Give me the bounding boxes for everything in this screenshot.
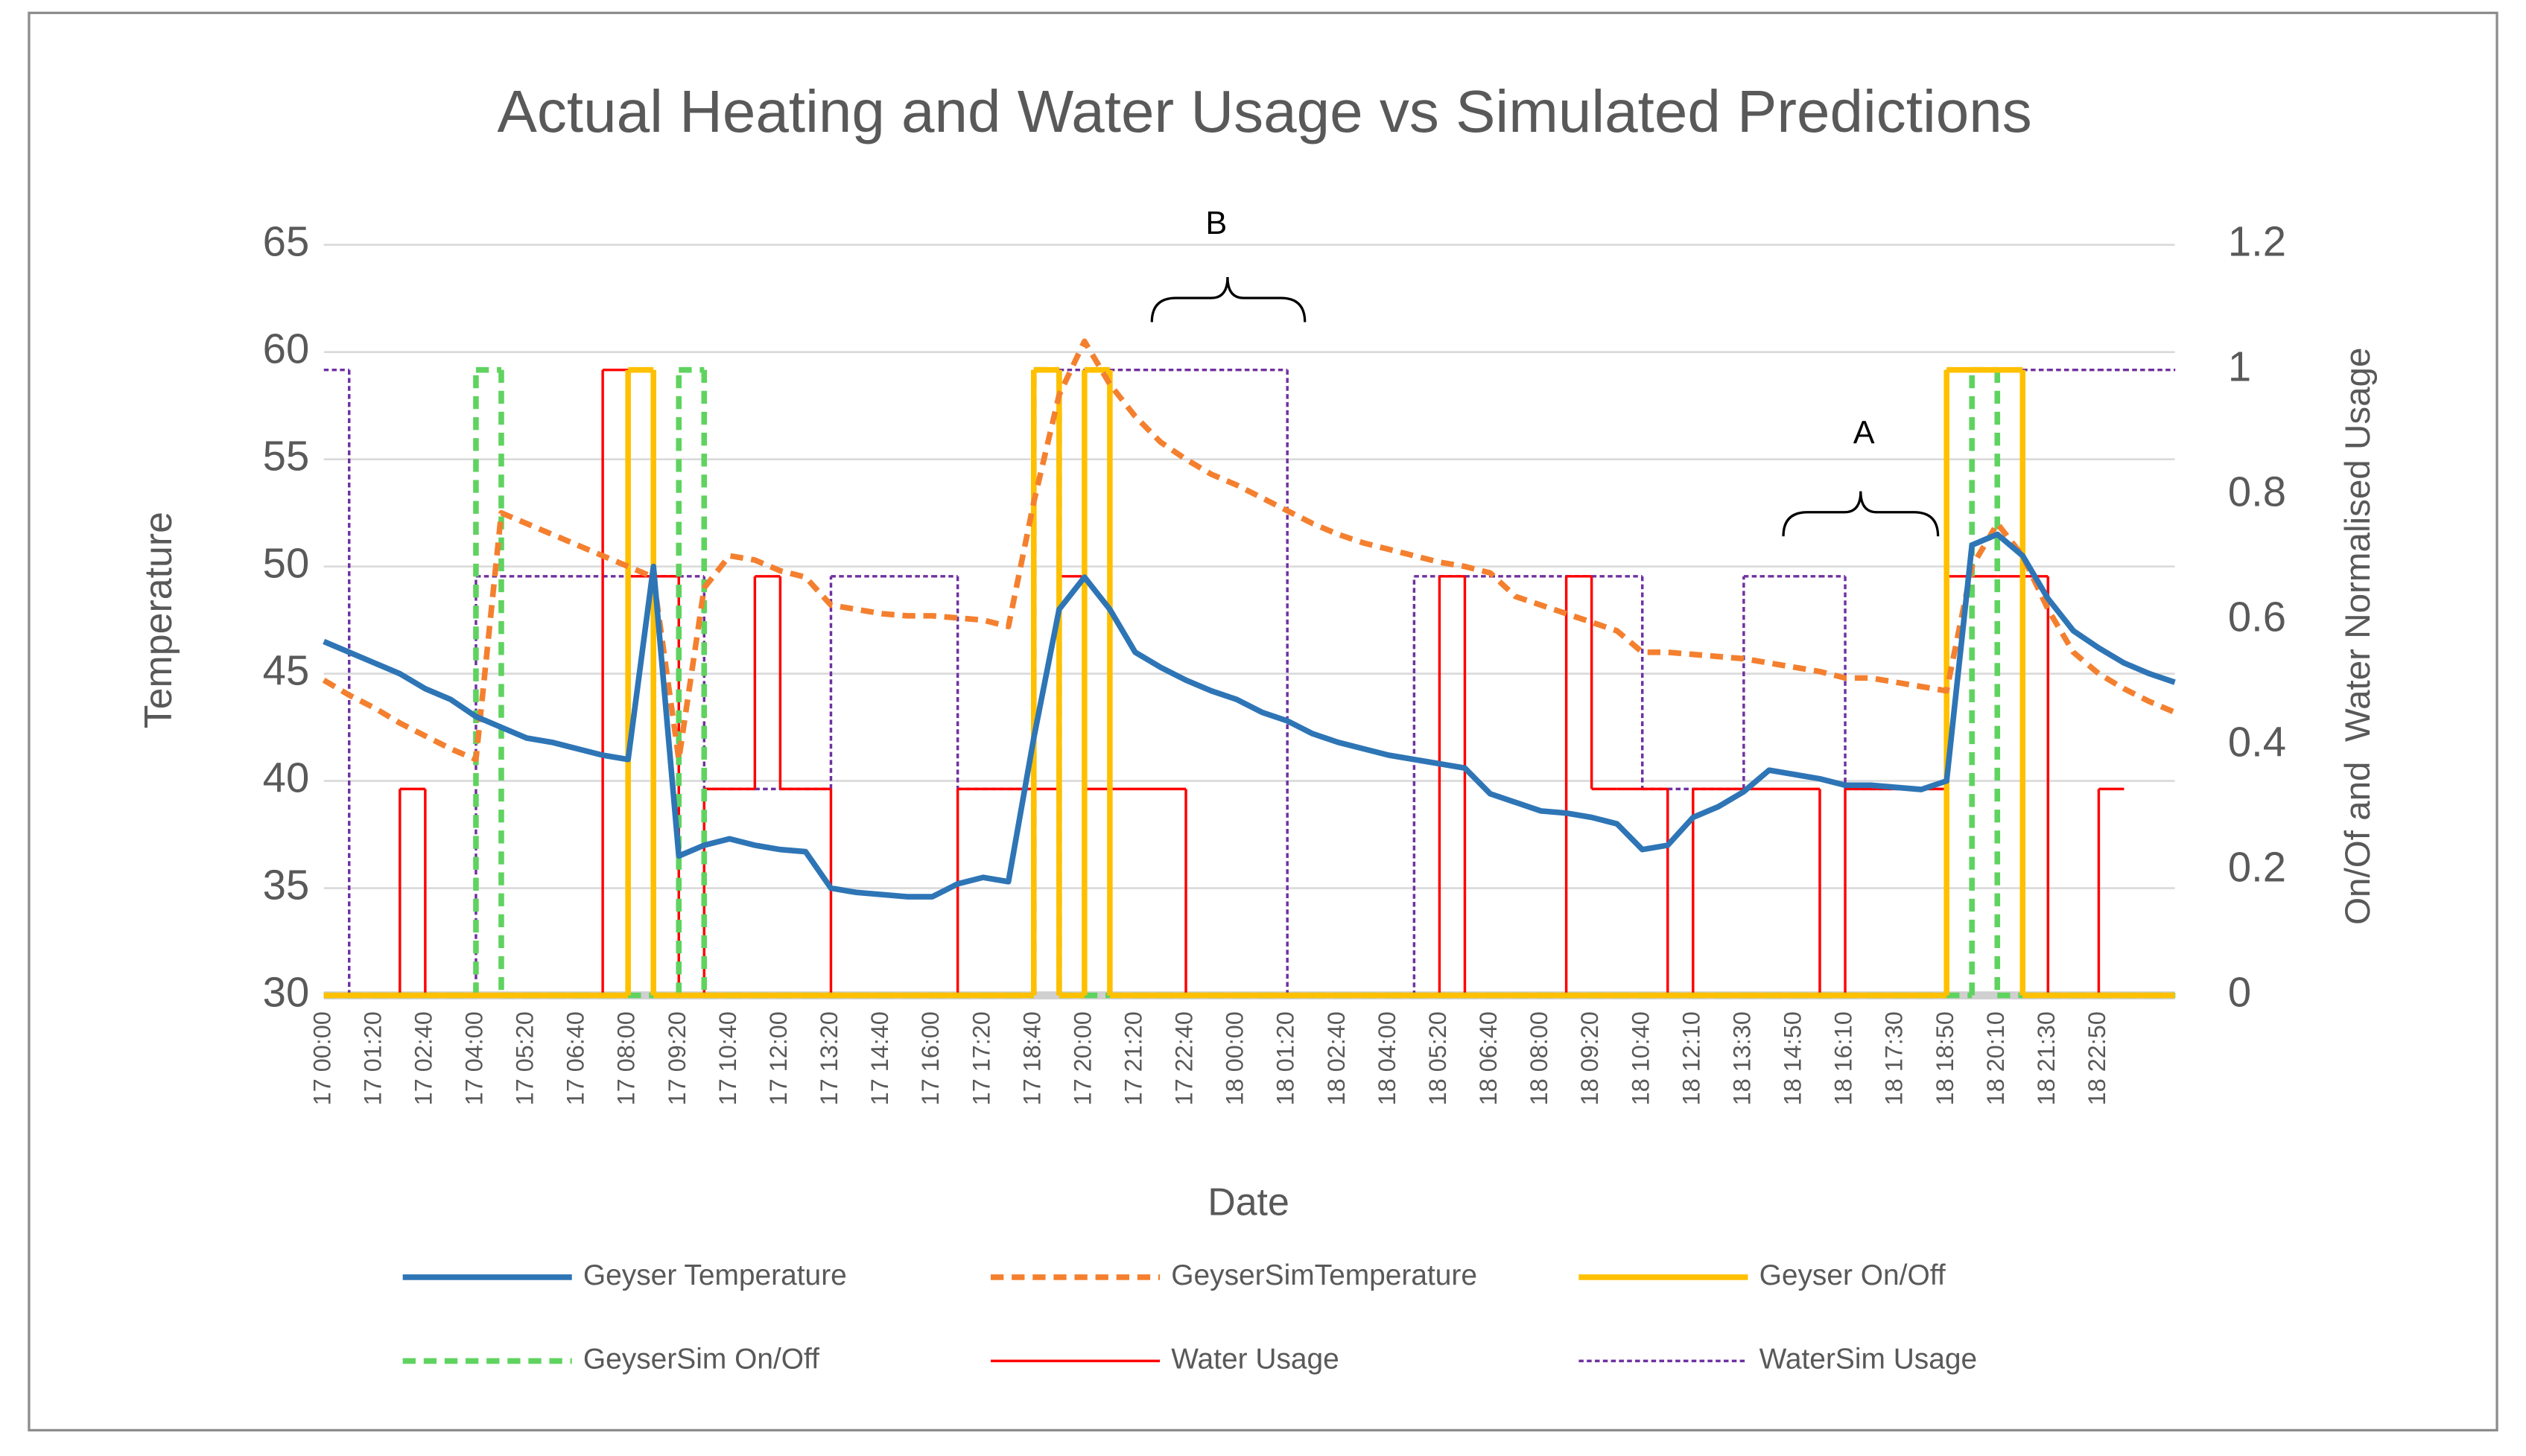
step-series	[323, 366, 2175, 999]
x-tick-label: 17 14:40	[866, 1011, 893, 1105]
x-tick-label: 18 08:00	[1526, 1011, 1552, 1105]
y-axis-title: Temperature	[136, 512, 180, 728]
chart-title: Actual Heating and Water Usage vs Simula…	[498, 78, 2032, 144]
x-tick-label: 17 13:20	[816, 1011, 842, 1105]
series-line	[322, 338, 2177, 763]
plot-area: 30 35 40 45 50 55 60 65 0 0.2 0.4 0.6 0.8 1 1.2 17 00:0…	[263, 218, 2286, 1106]
x-tick-label: 17 06:40	[562, 1011, 589, 1105]
x-tick-label: 18 12:10	[1678, 1011, 1704, 1105]
x-tick-label: 18 05:20	[1424, 1011, 1451, 1105]
x-tick-label: 17 10:40	[714, 1011, 741, 1105]
legend-label: Geyser Temperature	[583, 1259, 847, 1291]
x-tick-label: 17 17:20	[968, 1011, 994, 1105]
x-tick-label: 18 16:10	[1830, 1011, 1857, 1105]
y-tick-label: 65	[263, 218, 310, 265]
y2-tick-label: 0.6	[2228, 593, 2286, 640]
y-tick-label: 40	[263, 754, 310, 801]
x-tick-label: 17 12:00	[765, 1011, 792, 1105]
y-tick-label: 50	[263, 539, 310, 586]
x-tick-label: 17 16:00	[917, 1011, 944, 1105]
chart-border	[28, 11, 2498, 1432]
y2-tick-label: 0.8	[2228, 468, 2286, 515]
x-tick-label: 18 20:10	[1982, 1011, 2009, 1105]
x-tick-label: 18 14:50	[1780, 1011, 1806, 1105]
y2-tick-label: 1.2	[2228, 218, 2286, 265]
x-tick-label: 18 18:50	[1932, 1011, 1958, 1105]
x-axis-title: Date	[1208, 1180, 1289, 1223]
x-tick-label: 18 06:40	[1475, 1011, 1502, 1105]
series-line	[323, 531, 2176, 900]
y-tick-label: 45	[263, 646, 310, 693]
legend-label: Geyser On/Off	[1759, 1259, 1946, 1291]
x-tick-label: 18 02:40	[1323, 1011, 1350, 1105]
y-tick-label: 60	[263, 325, 310, 372]
x-tick-label: 17 00:00	[308, 1011, 335, 1105]
x-tick-label: 17 22:40	[1171, 1011, 1198, 1105]
y2-axis-title: On/Of and Water Normalised Usage	[2338, 348, 2378, 925]
x-tick-label: 17 05:20	[512, 1011, 539, 1105]
legend-label: WaterSim Usage	[1759, 1344, 1978, 1376]
y2-tick-label: 1	[2228, 343, 2251, 390]
x-tick-label: 18 04:00	[1374, 1011, 1400, 1105]
x-tick-label: 18 13:30	[1728, 1011, 1755, 1105]
legend-label: Water Usage	[1171, 1344, 1339, 1376]
y2-tick-label: 0.2	[2228, 843, 2286, 890]
annotation: A	[1853, 415, 1875, 451]
legend-label: GeyserSimTemperature	[1171, 1259, 1477, 1291]
x-tick-label: 18 09:20	[1576, 1011, 1603, 1105]
y-tick-label: 30	[263, 968, 310, 1015]
x-tick-label: 18 21:30	[2033, 1011, 2060, 1105]
x-tick-label: 17 20:00	[1069, 1011, 1096, 1105]
x-tick-label: 18 00:00	[1222, 1011, 1248, 1105]
x-tick-label: 18 10:40	[1627, 1011, 1654, 1105]
y-tick-label: 35	[263, 861, 310, 908]
x-tick-label: 18 17:30	[1881, 1011, 1908, 1105]
x-tick-label: 17 09:20	[664, 1011, 691, 1105]
y2-tick-label: 0	[2228, 968, 2251, 1015]
x-tick-label: 17 18:40	[1018, 1011, 1045, 1105]
x-tick-label: 18 01:20	[1272, 1011, 1299, 1105]
legend: Geyser Temperature GeyserSimTemperature Ge…	[402, 1259, 1978, 1376]
legend-label: GeyserSim On/Off	[583, 1344, 819, 1376]
annotation-brace	[1782, 491, 1940, 537]
x-tick-label: 17 04:00	[460, 1011, 487, 1105]
annotation-brace	[1150, 276, 1307, 322]
x-tick-label: 17 08:00	[613, 1011, 640, 1105]
annotation: B	[1205, 206, 1227, 241]
x-tick-label: 18 22:50	[2084, 1011, 2110, 1105]
x-tick-label: 17 02:40	[410, 1011, 437, 1105]
y-tick-label: 55	[263, 432, 310, 479]
y2-tick-label: 0.4	[2228, 718, 2286, 765]
x-tick-label: 17 01:20	[359, 1011, 386, 1105]
x-tick-label: 17 21:20	[1120, 1011, 1147, 1105]
